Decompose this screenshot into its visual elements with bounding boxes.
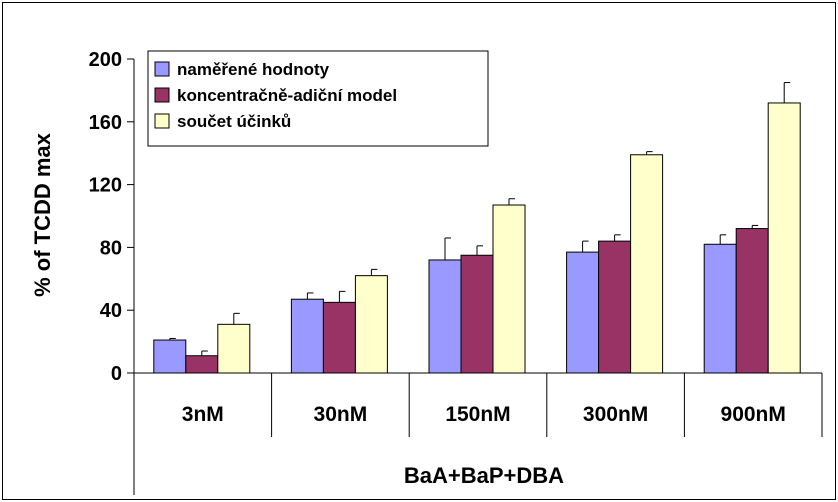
legend-swatch: [154, 113, 170, 129]
bar: [566, 251, 600, 374]
y-tick-label: 120: [89, 175, 122, 197]
y-tick-label: 0: [111, 363, 122, 385]
y-tick-label: 80: [100, 237, 122, 259]
bar: [354, 275, 388, 374]
legend-label: součet účinků: [177, 112, 291, 131]
legend-label: naměřené hodnoty: [177, 60, 330, 79]
bar: [428, 259, 462, 374]
bar: [735, 228, 769, 374]
legend-swatch: [154, 87, 170, 103]
bar: [492, 204, 526, 374]
bar: [185, 355, 219, 374]
x-category-label: 900nM: [721, 403, 786, 426]
legend-label: koncentračně-adiční model: [177, 86, 397, 105]
bar: [217, 323, 251, 374]
bar: [703, 243, 737, 374]
bars: [153, 82, 801, 374]
bar: [598, 240, 632, 374]
bar: [153, 339, 187, 374]
bar: [322, 301, 356, 374]
x-axis-group-label: BaA+BaP+DBA: [404, 463, 564, 488]
x-axis: 3nM 30nM 150nM 300nM 900nM: [134, 372, 823, 437]
legend: naměřené hodnoty koncentračně-adiční mode…: [147, 50, 489, 147]
y-tick-label: 160: [89, 112, 122, 134]
bar: [767, 102, 801, 374]
y-tick-label: 40: [100, 300, 122, 322]
bar: [630, 154, 664, 374]
x-category-label: 30nM: [314, 403, 368, 426]
bar: [290, 298, 324, 374]
x-category-label: 300nM: [583, 403, 648, 426]
legend-box: [147, 50, 489, 147]
bar: [460, 254, 494, 374]
legend-swatch: [154, 61, 170, 77]
x-category-label: 3nM: [182, 403, 224, 426]
x-category-label: 150nM: [445, 403, 510, 426]
y-axis-title: % of TCDD max: [30, 132, 55, 297]
y-axis: 0 40 80 120 160 200: [89, 49, 135, 495]
y-tick-label: 200: [89, 49, 122, 71]
